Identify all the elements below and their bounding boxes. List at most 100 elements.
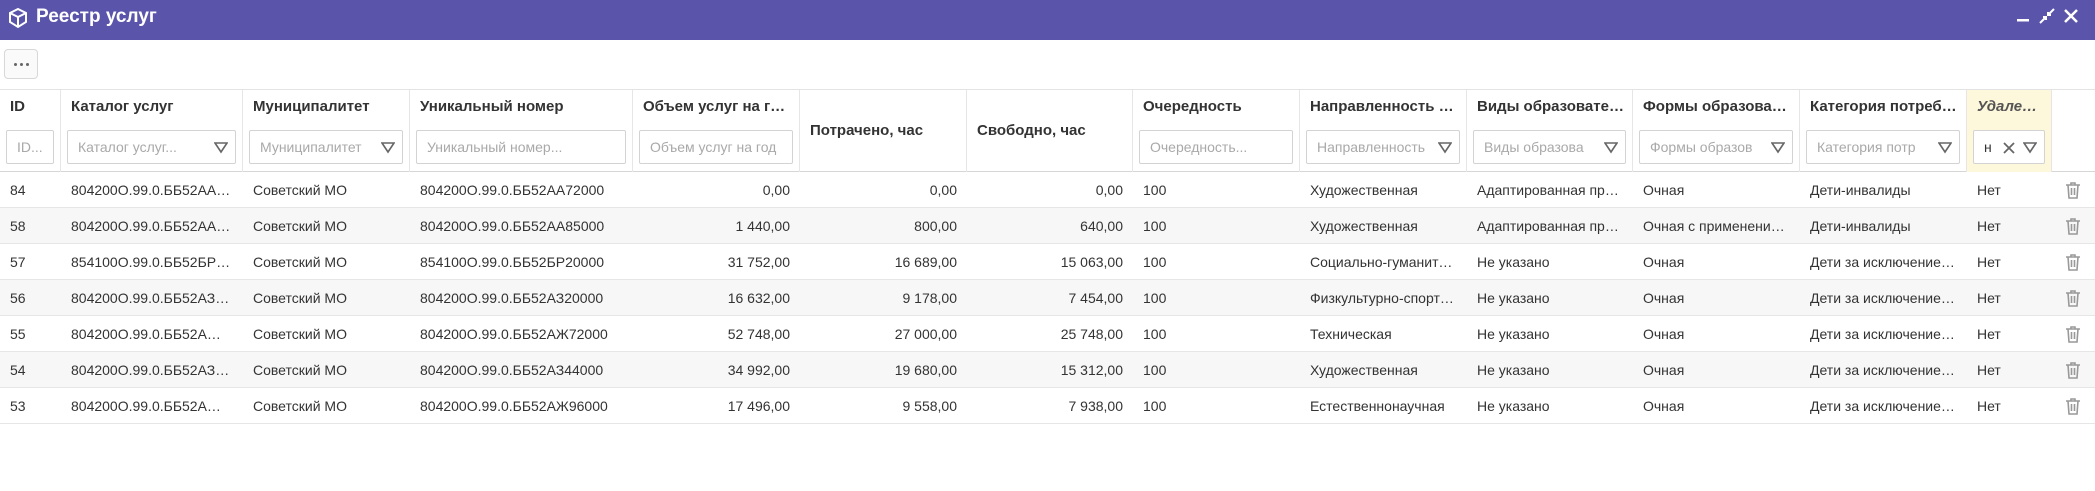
filter-dropdown-icon[interactable] (1938, 141, 1952, 155)
cell-direction: Художественная (1310, 182, 1418, 198)
column-filter (1306, 130, 1460, 164)
column-filter (639, 130, 793, 164)
table-row[interactable]: 55 804200О.99.0.ББ52АЖ72000 Советский МО 80… (0, 316, 2095, 352)
cell-catalog: 804200О.99.0.ББ52АЗ20000 (71, 290, 243, 306)
filter-input-deleted[interactable] (1974, 131, 2002, 163)
filter-input-consumer-category[interactable] (1807, 131, 1931, 163)
trash-icon[interactable] (2063, 288, 2083, 308)
column-label: Виды образовательных программ (1477, 98, 1624, 115)
cell-education-form: Очная с применением дистанционных технол… (1643, 218, 1800, 234)
column-header-priority[interactable]: Очередность (1133, 90, 1300, 172)
cell-spent-hours: 16 689,00 (894, 254, 957, 270)
cell-year-volume: 1 440,00 (735, 218, 791, 234)
trash-icon[interactable] (2063, 396, 2083, 416)
trash-icon[interactable] (2063, 252, 2083, 272)
cell-priority: 100 (1143, 362, 1167, 378)
cell-deleted: Нет (1977, 398, 2001, 414)
cell-year-volume: 34 992,00 (727, 362, 790, 378)
filter-dropdown-icon[interactable] (2023, 141, 2037, 155)
cell-municipality: Советский МО (253, 362, 347, 378)
cell-spent-hours: 27 000,00 (894, 326, 957, 342)
filter-input-municipality[interactable] (250, 131, 374, 163)
filter-dropdown-icon[interactable] (214, 141, 228, 155)
cell-consumer-category: Дети за исключением детей с ОВЗ (1810, 362, 1967, 378)
cell-deleted: Нет (1977, 326, 2001, 342)
filter-input-catalog[interactable] (68, 131, 207, 163)
cell-spent-hours: 9 178,00 (902, 290, 958, 306)
filter-input-program-type[interactable] (1474, 131, 1597, 163)
filter-input-direction[interactable] (1307, 131, 1431, 163)
minimize-icon[interactable] (2012, 5, 2034, 27)
cell-priority: 100 (1143, 254, 1167, 270)
cell-direction: Техническая (1310, 326, 1392, 342)
table-row[interactable]: 53 804200О.99.0.ББ52АЖ96000 Советский МО 80… (0, 388, 2095, 424)
column-label: Очередность (1143, 98, 1242, 115)
filter-dropdown-icon[interactable] (1604, 141, 1618, 155)
column-label: Удалено? (1977, 98, 2043, 115)
filter-input-priority[interactable] (1140, 131, 1292, 163)
restore-icon[interactable] (2036, 5, 2058, 27)
cell-program-type: Не указано (1477, 326, 1550, 342)
cell-id: 54 (10, 362, 26, 378)
trash-icon[interactable] (2063, 324, 2083, 344)
column-filter (67, 130, 236, 164)
column-header-year-volume[interactable]: Объем услуг на год, час (633, 90, 800, 172)
cell-catalog: 804200О.99.0.ББ52АЗ44000 (71, 362, 243, 378)
table-row[interactable]: 84 804200О.99.0.ББ52АА72000 Советский МО 80… (0, 172, 2095, 208)
filter-input-unique-number[interactable] (417, 131, 625, 163)
column-header-deleted[interactable]: Удалено? (1967, 90, 2052, 172)
column-header-catalog[interactable]: Каталог услуг (61, 90, 243, 172)
column-header-program-type[interactable]: Виды образовательных программ (1467, 90, 1633, 172)
cell-year-volume: 0,00 (762, 182, 790, 198)
cell-direction: Художественная (1310, 218, 1418, 234)
cell-catalog: 854100О.99.0.ББ52БР20000 (71, 254, 243, 270)
clear-filter-icon[interactable] (2002, 141, 2016, 155)
cell-year-volume: 31 752,00 (727, 254, 790, 270)
cell-program-type: Не указано (1477, 398, 1550, 414)
filter-dropdown-icon[interactable] (1438, 141, 1452, 155)
close-icon[interactable] (2060, 5, 2082, 27)
cell-year-volume: 52 748,00 (727, 326, 790, 342)
column-header-spent-hours[interactable]: Потрачено, час (800, 90, 967, 172)
trash-icon[interactable] (2063, 360, 2083, 380)
cell-spent-hours: 0,00 (929, 182, 957, 198)
column-header-id[interactable]: ID (0, 90, 61, 172)
column-filter (416, 130, 626, 164)
column-header-free-hours[interactable]: Свободно, час (967, 90, 1133, 172)
cell-education-form: Очная (1643, 182, 1685, 198)
filter-input-id[interactable] (7, 131, 53, 163)
table-row[interactable]: 58 804200О.99.0.ББ52АА85000 Советский МО 80… (0, 208, 2095, 244)
column-label: Формы образования (1643, 98, 1791, 115)
cell-id: 57 (10, 254, 26, 270)
window-titlebar: Реестр услуг (0, 0, 2095, 40)
trash-icon[interactable] (2063, 180, 2083, 200)
more-dots-icon[interactable] (4, 49, 38, 79)
column-header-direction[interactable]: Направленность образования (1300, 90, 1467, 172)
table-header: ID Каталог услуг Муниципалитет Уникальный н… (0, 89, 2095, 172)
filter-dropdown-icon[interactable] (1771, 141, 1785, 155)
column-header-municipality[interactable]: Муниципалитет (243, 90, 410, 172)
table-row[interactable]: 54 804200О.99.0.ББ52АЗ44000 Советский МО 80… (0, 352, 2095, 388)
cell-deleted: Нет (1977, 182, 2001, 198)
filter-input-year-volume[interactable] (640, 131, 792, 163)
services-table: ID Каталог услуг Муниципалитет Уникальный н… (0, 89, 2095, 424)
window-title: Реестр услуг (36, 6, 157, 27)
column-filter (1473, 130, 1626, 164)
cell-deleted: Нет (1977, 218, 2001, 234)
trash-icon[interactable] (2063, 216, 2083, 236)
cell-municipality: Советский МО (253, 326, 347, 342)
cell-unique-number: 804200О.99.0.ББ52АЖ96000 (420, 398, 608, 414)
cell-id: 55 (10, 326, 26, 342)
filter-dropdown-icon[interactable] (381, 141, 395, 155)
cell-education-form: Очная (1643, 254, 1685, 270)
cell-unique-number: 804200О.99.0.ББ52АЗ20000 (420, 290, 604, 306)
table-row[interactable]: 57 854100О.99.0.ББ52БР20000 Советский МО 85… (0, 244, 2095, 280)
column-header-education-form[interactable]: Формы образования (1633, 90, 1800, 172)
column-header-unique-number[interactable]: Уникальный номер (410, 90, 633, 172)
column-header-consumer-category[interactable]: Категория потребителей (1800, 90, 1967, 172)
filter-input-education-form[interactable] (1640, 131, 1764, 163)
column-label: Потрачено, час (810, 122, 924, 139)
cell-catalog: 804200О.99.0.ББ52АА72000 (71, 182, 243, 198)
cell-deleted: Нет (1977, 290, 2001, 306)
table-row[interactable]: 56 804200О.99.0.ББ52АЗ20000 Советский МО 80… (0, 280, 2095, 316)
